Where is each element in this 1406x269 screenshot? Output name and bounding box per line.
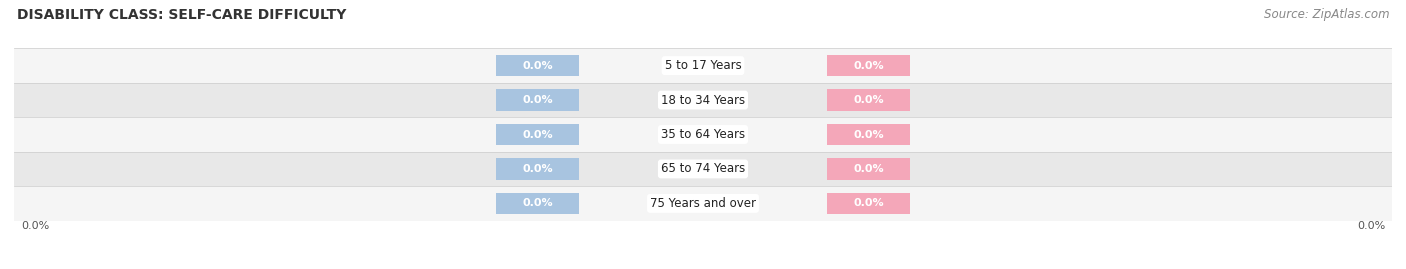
Bar [496, 158, 579, 180]
Bar [496, 89, 579, 111]
Bar [496, 124, 579, 145]
Text: 0.0%: 0.0% [523, 129, 553, 140]
Text: 0.0%: 0.0% [853, 61, 883, 71]
Bar [827, 193, 910, 214]
Bar [14, 152, 1392, 186]
Text: 0.0%: 0.0% [523, 61, 553, 71]
Text: 18 to 34 Years: 18 to 34 Years [661, 94, 745, 107]
Text: 0.0%: 0.0% [853, 95, 883, 105]
Text: DISABILITY CLASS: SELF-CARE DIFFICULTY: DISABILITY CLASS: SELF-CARE DIFFICULTY [17, 8, 346, 22]
Bar [496, 193, 579, 214]
Text: 0.0%: 0.0% [523, 95, 553, 105]
Text: 35 to 64 Years: 35 to 64 Years [661, 128, 745, 141]
Bar [827, 158, 910, 180]
Bar [827, 55, 910, 76]
Bar [496, 55, 579, 76]
Text: 0.0%: 0.0% [1357, 221, 1385, 231]
Text: 0.0%: 0.0% [21, 221, 49, 231]
Text: 75 Years and over: 75 Years and over [650, 197, 756, 210]
Text: Source: ZipAtlas.com: Source: ZipAtlas.com [1264, 8, 1389, 21]
Text: 0.0%: 0.0% [853, 198, 883, 208]
Text: 65 to 74 Years: 65 to 74 Years [661, 162, 745, 175]
Text: 0.0%: 0.0% [523, 198, 553, 208]
Text: 0.0%: 0.0% [853, 129, 883, 140]
Bar [14, 117, 1392, 152]
Bar [827, 89, 910, 111]
Text: 0.0%: 0.0% [853, 164, 883, 174]
Bar [14, 48, 1392, 83]
Bar [827, 124, 910, 145]
Text: 0.0%: 0.0% [523, 164, 553, 174]
Bar [14, 186, 1392, 221]
Bar [14, 83, 1392, 117]
Text: 5 to 17 Years: 5 to 17 Years [665, 59, 741, 72]
